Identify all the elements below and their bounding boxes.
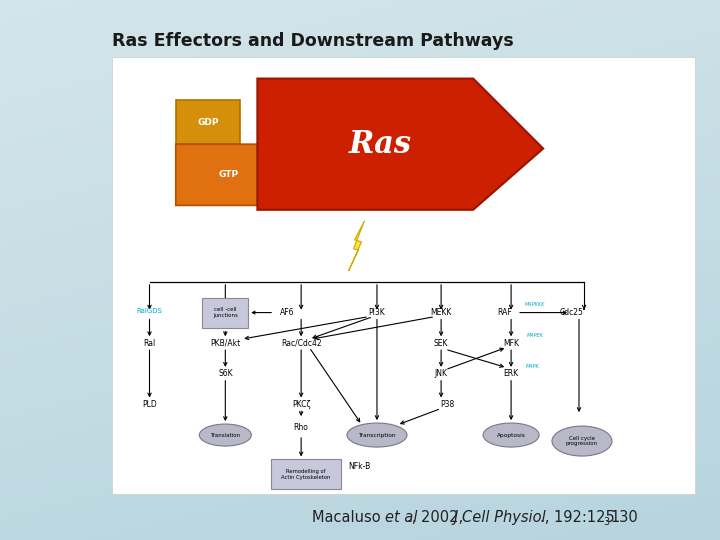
Text: ., 192:125: ., 192:125 xyxy=(540,510,615,525)
Text: Cell cycle
progression: Cell cycle progression xyxy=(566,436,598,447)
Text: RAF: RAF xyxy=(498,308,513,317)
Text: PKB/Akt: PKB/Akt xyxy=(210,339,240,348)
Text: PKCζ: PKCζ xyxy=(292,400,310,409)
Text: 130: 130 xyxy=(611,510,638,525)
Text: MAPK: MAPK xyxy=(526,364,540,369)
Text: P38: P38 xyxy=(440,400,454,409)
Text: GTP: GTP xyxy=(218,170,238,179)
Text: AF6: AF6 xyxy=(280,308,294,317)
Text: Ral: Ral xyxy=(143,339,156,348)
Ellipse shape xyxy=(483,423,539,447)
Text: MAPKKK: MAPKKK xyxy=(525,302,545,307)
Polygon shape xyxy=(258,79,543,210)
Text: Rho: Rho xyxy=(294,423,309,431)
Text: JNK: JNK xyxy=(435,369,448,379)
Text: Ras Effectors and Downstream Pathways: Ras Effectors and Downstream Pathways xyxy=(112,31,513,50)
Text: RalGDS: RalGDS xyxy=(137,308,163,314)
Text: Rac/Cdc42: Rac/Cdc42 xyxy=(281,339,321,348)
Text: S6K: S6K xyxy=(218,369,233,379)
Text: MEKK: MEKK xyxy=(431,308,451,317)
Text: MFK: MFK xyxy=(503,339,519,348)
Text: ., 2002,: ., 2002, xyxy=(408,510,468,525)
Bar xyxy=(176,100,240,144)
Text: Apoptosis: Apoptosis xyxy=(497,433,526,437)
Polygon shape xyxy=(176,144,304,205)
Text: Macaluso: Macaluso xyxy=(312,510,385,525)
Ellipse shape xyxy=(347,423,407,447)
Text: ERK: ERK xyxy=(503,369,518,379)
FancyBboxPatch shape xyxy=(271,460,341,489)
Polygon shape xyxy=(348,221,364,271)
Text: SEK: SEK xyxy=(434,339,449,348)
Ellipse shape xyxy=(199,424,251,446)
Text: et al: et al xyxy=(385,510,418,525)
FancyBboxPatch shape xyxy=(202,298,248,328)
Text: J Cell Physiol: J Cell Physiol xyxy=(453,510,546,525)
Text: Translation: Translation xyxy=(210,433,240,437)
Text: Remodelling of
Actin Cytoskeleton: Remodelling of Actin Cytoskeleton xyxy=(282,469,330,480)
Text: MAPEK: MAPEK xyxy=(526,333,544,338)
Text: Ras: Ras xyxy=(348,129,411,160)
Ellipse shape xyxy=(552,426,612,456)
Text: cell -cell
junctions: cell -cell junctions xyxy=(213,307,238,318)
Text: 3: 3 xyxy=(603,517,609,527)
Bar xyxy=(112,57,695,494)
Text: Transcription: Transcription xyxy=(359,433,396,437)
Text: NFk-B: NFk-B xyxy=(348,462,370,471)
Text: PI3K: PI3K xyxy=(369,308,385,317)
Text: PLD: PLD xyxy=(142,400,157,409)
Text: GDP: GDP xyxy=(197,118,219,127)
Text: Cdc25: Cdc25 xyxy=(560,308,584,317)
